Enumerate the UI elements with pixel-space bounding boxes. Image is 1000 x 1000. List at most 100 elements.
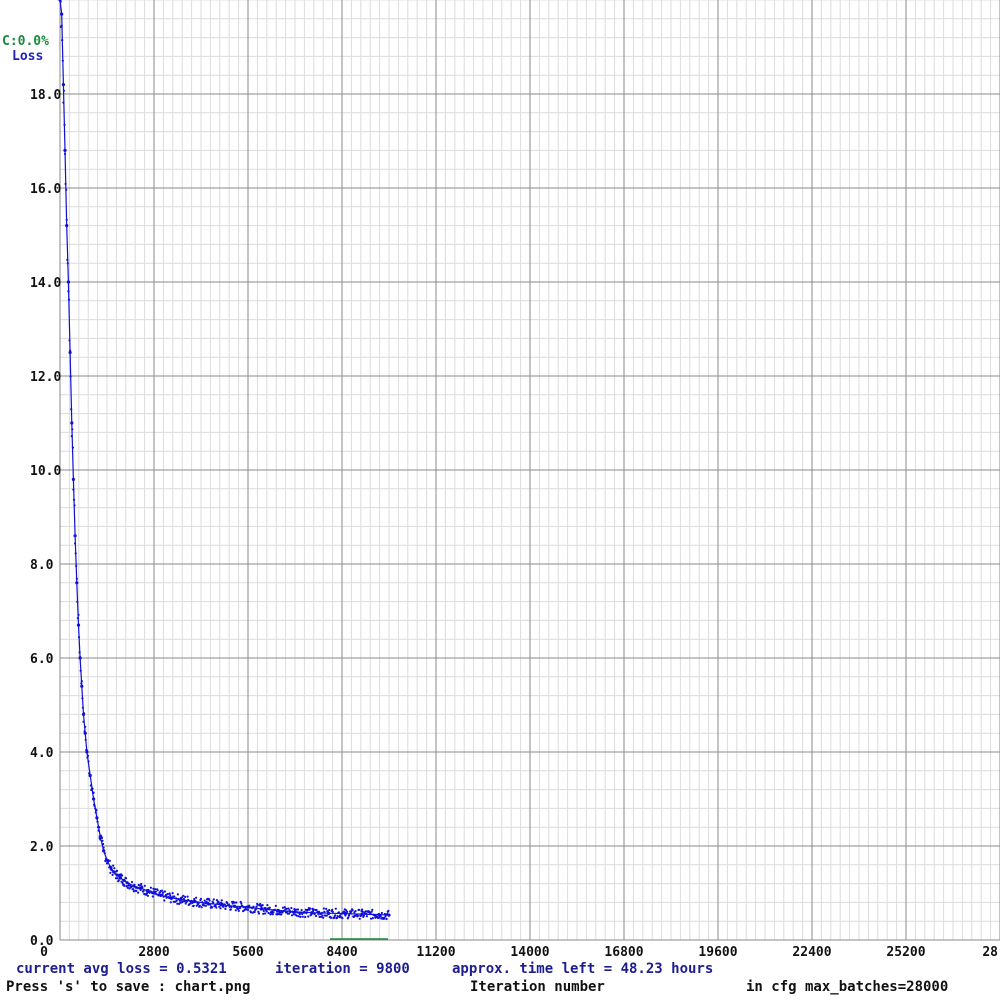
loss-point — [76, 617, 79, 620]
loss-point — [288, 909, 291, 912]
loss-point — [94, 807, 97, 810]
loss-point — [190, 899, 193, 903]
loss-point — [301, 912, 304, 916]
x-tick-label: 11200 — [416, 945, 455, 960]
loss-point — [271, 913, 274, 916]
loss-point — [155, 893, 158, 896]
loss-point — [75, 577, 78, 581]
loss-point — [175, 899, 178, 902]
loss-point — [162, 895, 165, 898]
loss-point — [73, 534, 77, 538]
loss-point — [218, 905, 221, 908]
loss-point — [110, 866, 113, 869]
loss-point — [356, 914, 359, 917]
loss-point — [170, 897, 174, 900]
loss-point — [210, 906, 214, 909]
x-tick-label: 14000 — [510, 945, 549, 960]
loss-series — [58, 0, 391, 921]
loss-point — [314, 914, 318, 918]
current-avg-loss: current avg loss = 0.5321 — [16, 961, 227, 977]
loss-point — [195, 896, 198, 899]
loss-point — [265, 910, 268, 913]
loss-point — [215, 906, 218, 909]
loss-point — [257, 910, 260, 913]
loss-point — [358, 908, 361, 911]
loss-point — [248, 904, 251, 907]
loss-point — [344, 909, 348, 912]
loss-point — [240, 902, 243, 905]
loss-point — [328, 908, 331, 912]
loss-point — [298, 913, 301, 916]
loss-point — [215, 899, 218, 902]
loss-point — [74, 552, 77, 555]
loss-point — [72, 498, 76, 501]
loss-point — [137, 891, 140, 894]
loss-point — [219, 907, 222, 910]
loss-point — [264, 907, 267, 910]
loss-point — [325, 914, 328, 917]
loss-point — [136, 887, 139, 890]
loss-point — [239, 906, 242, 910]
loss-point — [290, 906, 293, 910]
loss-series-line — [59, 0, 390, 916]
loss-point — [167, 896, 171, 900]
major-grid — [59, 0, 1000, 941]
y-tick-label: 16.0 — [30, 182, 61, 197]
loss-point — [229, 908, 232, 911]
loss-point — [358, 917, 361, 920]
loss-point — [346, 910, 349, 913]
loss-point — [149, 886, 152, 889]
y-tick-label: 4.0 — [30, 746, 54, 761]
loss-point — [66, 262, 69, 265]
loss-point — [379, 915, 382, 918]
loss-point — [318, 915, 321, 919]
loss-point — [113, 867, 116, 870]
loss-point — [364, 910, 367, 913]
loss-point — [384, 915, 387, 918]
loss-point — [191, 901, 194, 905]
loss-point — [70, 408, 73, 411]
loss-point — [100, 836, 104, 840]
loss-point — [371, 917, 374, 920]
loss-point — [110, 869, 114, 872]
loss-point — [209, 903, 212, 906]
loss-point — [380, 911, 383, 915]
loss-point — [105, 859, 108, 862]
loss-point — [121, 882, 124, 885]
loss-point — [74, 542, 77, 545]
loss-point — [99, 838, 102, 841]
loss-point — [108, 859, 111, 862]
loss-point — [250, 911, 253, 914]
loss-point — [121, 874, 124, 877]
loss-point — [306, 908, 309, 912]
loss-point — [365, 912, 368, 915]
loss-point — [124, 877, 128, 880]
loss-point — [138, 884, 142, 887]
loss-point — [268, 906, 271, 909]
loss-point — [71, 428, 74, 431]
y-tick-label: 10.0 — [30, 464, 61, 479]
loss-point — [351, 909, 354, 912]
time-left: approx. time left = 48.23 hours — [452, 961, 714, 977]
loss-point — [175, 897, 178, 900]
loss-point — [130, 885, 133, 889]
loss-point — [220, 899, 223, 902]
loss-point — [88, 772, 91, 775]
loss-point — [139, 888, 142, 892]
loss-point — [147, 888, 150, 892]
loss-point — [194, 900, 197, 903]
loss-point — [221, 902, 224, 905]
loss-point — [228, 905, 231, 908]
loss-point — [295, 908, 298, 911]
loss-point — [200, 906, 203, 909]
loss-point — [116, 869, 119, 872]
x-tick-label: 25200 — [886, 945, 925, 960]
loss-point — [79, 669, 82, 672]
save-hint: Press 's' to save : chart.png — [6, 979, 251, 995]
x-tick-label: 0 — [40, 945, 48, 960]
loss-point — [300, 908, 303, 912]
loss-point — [334, 914, 337, 917]
loss-point — [201, 901, 204, 904]
loss-point — [331, 910, 334, 914]
loss-point — [205, 900, 208, 904]
